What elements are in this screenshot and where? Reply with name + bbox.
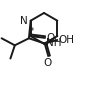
Text: O: O xyxy=(46,33,55,43)
Text: O: O xyxy=(43,58,51,68)
Text: N: N xyxy=(20,16,28,26)
Text: NH: NH xyxy=(46,38,61,48)
Text: *: * xyxy=(30,27,34,36)
Text: OH: OH xyxy=(59,35,75,45)
